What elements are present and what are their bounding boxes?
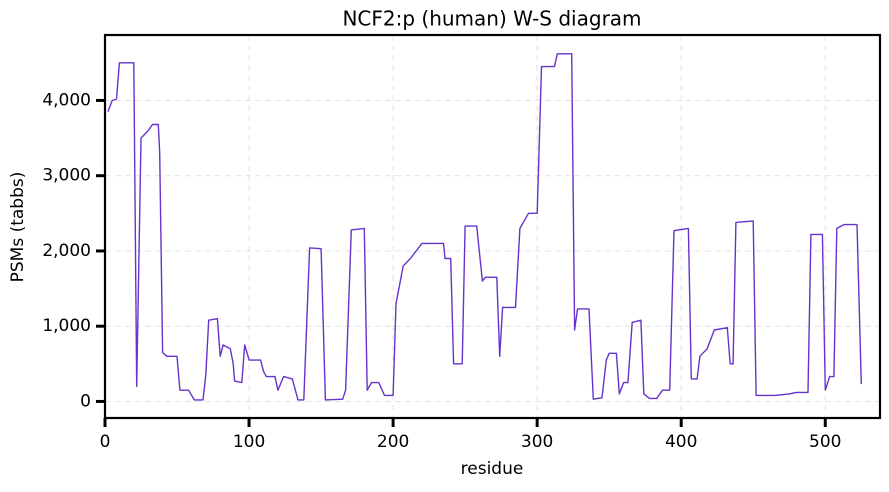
x-tick-label: 500 <box>809 432 841 452</box>
y-axis-label: PSMs (tabbs) <box>8 172 28 283</box>
chart-title: NCF2:p (human) W-S diagram <box>342 7 641 31</box>
x-tick-label: 100 <box>233 432 265 452</box>
data-line <box>107 53 862 401</box>
x-tick-label: 200 <box>377 432 409 452</box>
y-tick-label: 2,000 <box>42 241 91 261</box>
x-tick-label: 400 <box>665 432 697 452</box>
x-axis-label: residue <box>461 459 524 479</box>
y-tick-label: 0 <box>80 391 91 411</box>
x-tick-label: 0 <box>100 432 111 452</box>
y-tick-label: 3,000 <box>42 166 91 186</box>
y-tick-label: 1,000 <box>42 316 91 336</box>
plot-frame <box>103 33 882 420</box>
x-tick-label: 300 <box>521 432 553 452</box>
y-tick-label: 4,000 <box>42 90 91 110</box>
